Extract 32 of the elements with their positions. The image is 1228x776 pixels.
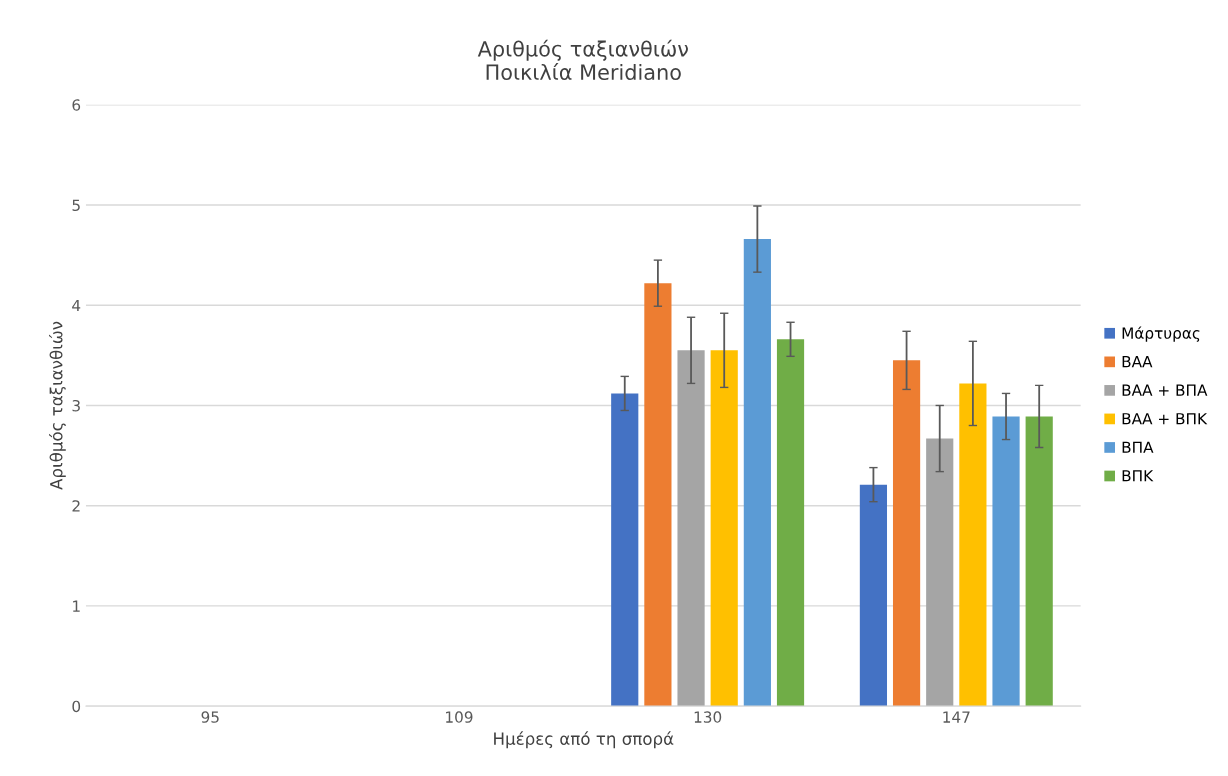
y-tick-label: 5 <box>72 199 80 212</box>
legend-label: ΒΑΑ <box>1122 356 1153 368</box>
legend-label: ΒΑΑ + ΒΠΚ <box>1122 413 1208 425</box>
y-tick-label: 3 <box>72 399 80 412</box>
y-tick-label: 0 <box>72 700 81 713</box>
bar <box>1025 416 1053 707</box>
bar <box>710 350 738 707</box>
bar <box>992 416 1020 707</box>
y-tick-label: 6 <box>72 99 81 111</box>
chart-title: Αριθμός ταξιανθιών Ποικιλία Meridiano <box>477 39 688 81</box>
bar <box>743 239 771 707</box>
bar <box>644 283 672 707</box>
bar <box>859 484 888 707</box>
y-tick-label: 1 <box>73 600 80 612</box>
x-tick-label: 147 <box>943 711 970 723</box>
bar <box>776 339 805 707</box>
legend-label: ΒΠΑ <box>1122 441 1154 453</box>
y-tick-label: 4 <box>72 299 81 312</box>
bar <box>611 393 639 707</box>
bar <box>892 360 921 707</box>
x-tick-label: 95 <box>201 711 219 723</box>
legend-label: ΒΠΚ <box>1122 470 1154 482</box>
bar <box>926 438 954 707</box>
x-axis-title: Ημέρες από τη σπορά <box>494 731 674 749</box>
x-tick-label: 130 <box>694 711 722 723</box>
bar <box>959 383 987 707</box>
y-axis-title: Αριθμός ταξιανθιών <box>48 321 66 490</box>
x-tick-label: 109 <box>446 711 473 723</box>
legend-label: ΒΑΑ + ΒΠΑ <box>1122 384 1208 396</box>
y-tick-label: 2 <box>72 500 80 512</box>
bar <box>677 350 705 707</box>
legend-label: Μάρτυρας <box>1122 326 1200 342</box>
